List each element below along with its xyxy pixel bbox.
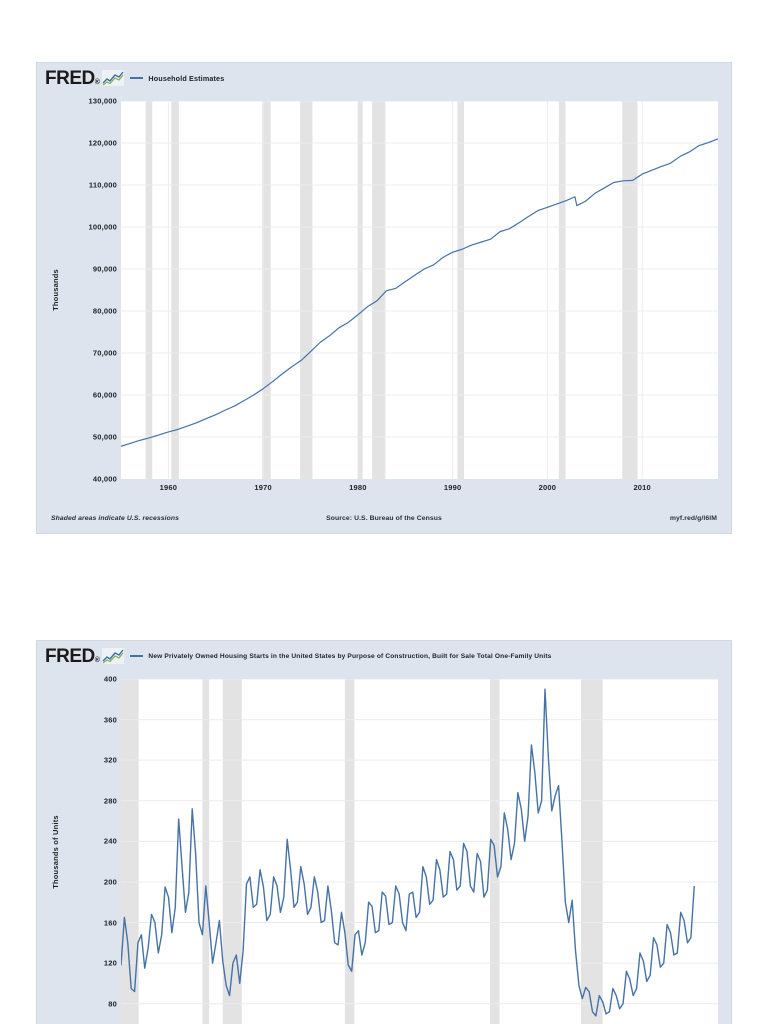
footer-permalink[interactable]: myf.red/g/l6lM [669, 515, 717, 522]
y-axis-labels: 80 120 160 200 240 280 320 360 400 [37, 675, 117, 1024]
y-tick-label: 90,000 [92, 264, 117, 274]
plot-background [121, 101, 718, 479]
legend-color-swatch [130, 77, 144, 79]
plot-background [121, 679, 718, 1024]
x-tick-label: 1960 [159, 483, 178, 492]
y-tick-label: 100,000 [88, 222, 117, 232]
x-tick-label: 1970 [254, 483, 272, 492]
y-tick-label: 120,000 [88, 138, 117, 148]
x-tick-label: 2010 [633, 483, 651, 492]
footer-recession-note: Shaded areas indicate U.S. recessions [51, 515, 179, 522]
y-tick-label: 130,000 [88, 96, 117, 106]
fred-logo-text: FRED [45, 645, 95, 667]
y-tick-label: 80 [108, 999, 117, 1009]
y-tick-label: 320 [103, 755, 117, 765]
y-tick-label: 110,000 [88, 180, 117, 190]
y-axis-title: Thousands of Units [51, 814, 60, 889]
chart-canvas [121, 679, 718, 1024]
y-tick-label: 60,000 [92, 390, 117, 400]
y-tick-label: 360 [103, 715, 117, 725]
chart-canvas [121, 101, 718, 479]
y-tick-label: 200 [103, 877, 117, 887]
chart-footer: Shaded areas indicate U.S. recessions So… [51, 515, 717, 527]
x-tick-label: 1980 [349, 483, 367, 492]
y-tick-label: 120 [103, 958, 117, 968]
y-tick-label: 400 [103, 674, 117, 684]
fred-logo-text: FRED [45, 67, 95, 89]
y-tick-label: 50,000 [92, 432, 117, 442]
fred-logo: FRED® [45, 67, 100, 89]
footer-source: Source: U.S. Bureau of the Census [326, 515, 442, 522]
fred-chart-panel-household-estimates: FRED® Household Estimates 40,000 50,000 60… [36, 62, 732, 534]
fred-chart-panel-housing-starts: FRED® New Privately Owned Housing Starts… [36, 640, 732, 1024]
y-tick-label: 280 [103, 796, 117, 806]
y-tick-label: 160 [103, 918, 117, 928]
chart-header: FRED® Household Estimates [37, 63, 731, 93]
fred-logo: FRED® [45, 645, 100, 667]
x-axis-labels: 1960 1970 1980 1990 2000 2010 [121, 483, 718, 495]
y-tick-label: 80,000 [92, 306, 117, 316]
legend-label: New Privately Owned Housing Starts in th… [148, 652, 552, 660]
y-tick-label: 240 [103, 836, 117, 846]
y-tick-label: 40,000 [92, 474, 117, 484]
x-tick-label: 1990 [443, 483, 462, 492]
plot-area [121, 101, 718, 479]
x-tick-label: 2000 [538, 483, 557, 492]
fred-chart-icon [102, 648, 125, 664]
y-axis-labels: 40,000 50,000 60,000 70,000 80,000 90,000 100,… [37, 97, 117, 484]
y-tick-label: 70,000 [92, 348, 117, 358]
legend-color-swatch [130, 655, 144, 657]
y-axis-title: Thousands [51, 269, 60, 311]
plot-area [121, 679, 718, 1024]
fred-chart-icon [102, 70, 125, 86]
legend-label: Household Estimates [148, 73, 225, 83]
chart-header: FRED® New Privately Owned Housing Starts… [37, 641, 731, 671]
